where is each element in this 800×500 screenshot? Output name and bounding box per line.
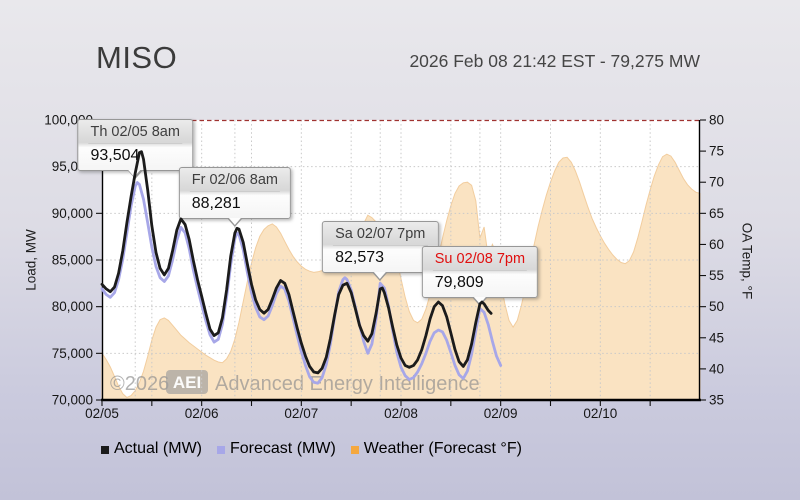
- legend-item-label: Forecast (MW): [230, 440, 336, 457]
- legend-swatch-icon: [217, 445, 225, 454]
- y-left-tick-label: 70,000: [52, 393, 93, 408]
- annotation-value: 82,573: [335, 248, 385, 266]
- page-title: MISO: [96, 40, 178, 75]
- legend-swatch-icon: [101, 445, 109, 454]
- y-right-tick-label: 70: [709, 175, 724, 190]
- watermark-company: Advanced Energy Intelligence: [215, 373, 480, 395]
- annotation-value: 79,809: [434, 274, 484, 292]
- annotation-time-label: Fr 02/06 8am: [189, 172, 280, 193]
- y-left-tick-label: 90,000: [52, 206, 93, 221]
- watermark-logo-text: AEI: [173, 373, 201, 392]
- x-tick-label: 02/08: [384, 406, 418, 421]
- x-tick-label: 02/05: [85, 406, 119, 421]
- annotation-callout: Fr 02/06 8am 88,281: [178, 167, 291, 228]
- legend-item[interactable]: Weather (Forecast °F): [350, 440, 522, 458]
- legend-item-label: Weather (Forecast °F): [363, 440, 522, 457]
- y-right-tick-label: 40: [709, 361, 724, 376]
- y-right-tick-label: 35: [709, 393, 724, 408]
- y-right-tick-label: 45: [709, 330, 724, 345]
- annotation-callout: Su 02/08 7pm 79,809: [421, 246, 539, 307]
- annotation-time-label: Su 02/08 7pm: [432, 251, 528, 272]
- legend-swatch-icon: [350, 445, 359, 454]
- y-left-tick-label: 80,000: [52, 299, 93, 314]
- current-datetime-load-readout: 2026 Feb 08 21:42 EST - 79,275 MW: [409, 51, 700, 71]
- annotation-callout: Th 02/05 8am 93,504: [77, 118, 193, 179]
- annotation-time-label: Th 02/05 8am: [88, 124, 182, 144]
- x-tick-label: 02/06: [185, 406, 219, 421]
- x-tick-label: 02/07: [284, 406, 318, 421]
- y-right-tick-label: 50: [709, 299, 724, 314]
- y-right-tick-label: 55: [709, 268, 724, 283]
- legend-item-label: Actual (MW): [114, 440, 202, 457]
- annotation-time-label: Sa 02/07 7pm: [333, 226, 428, 246]
- y-right-tick-label: 75: [709, 144, 724, 159]
- y-right-tick-label: 65: [709, 206, 724, 221]
- y-right-tick-label: 60: [709, 237, 724, 252]
- chart-legend: Actual (MW) Forecast (MW) Weather (Forecas…: [101, 440, 522, 458]
- y-left-tick-label: 75,000: [52, 346, 93, 361]
- watermark-copyright: ©2026: [110, 373, 169, 395]
- annotation-value: 93,504: [90, 146, 140, 164]
- x-tick-label: 02/10: [583, 406, 617, 421]
- legend-item[interactable]: Actual (MW): [101, 440, 202, 458]
- annotation-value: 88,281: [191, 195, 241, 213]
- y-right-tick-label: 80: [709, 113, 724, 128]
- x-tick-label: 02/09: [484, 406, 518, 421]
- legend-item[interactable]: Forecast (MW): [217, 440, 336, 458]
- y-left-tick-label: 85,000: [52, 253, 93, 268]
